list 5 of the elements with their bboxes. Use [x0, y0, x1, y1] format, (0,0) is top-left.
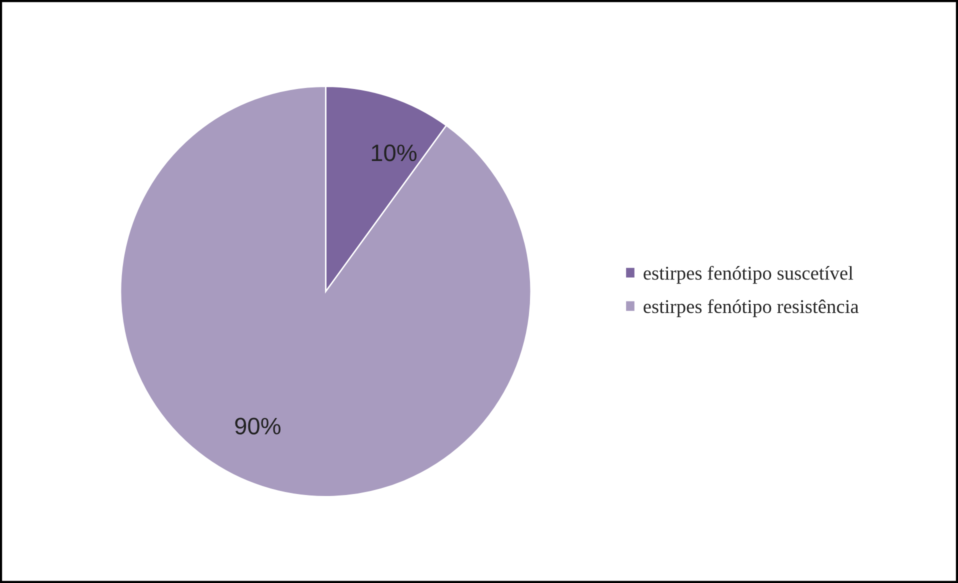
pie-slice: [120, 86, 532, 498]
data-label: 10%: [372, 144, 417, 162]
data-label: 90%: [235, 418, 280, 434]
legend-label: estirpes fenótipo resistência: [644, 299, 859, 318]
legend-label: estirpes fenótipo suscetível: [644, 266, 854, 284]
